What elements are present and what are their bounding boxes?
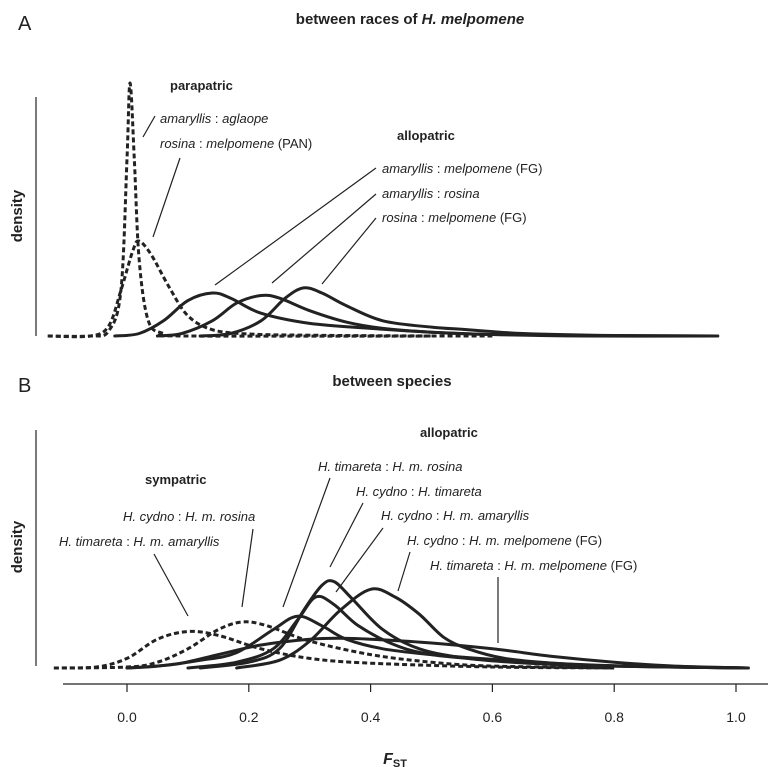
pair-label: rosina : melpomene (FG)	[382, 210, 527, 225]
leader-line	[142, 115, 156, 138]
panel-a-title: between races of H. melpomene	[296, 11, 524, 28]
density-curve-b-1	[53, 629, 615, 670]
pair-label: H. cydno : H. m. amaryllis	[381, 508, 530, 523]
density-curve-a-5	[198, 286, 720, 338]
pair-label: amaryllis : rosina	[382, 186, 480, 201]
density-curve-a-2	[47, 239, 432, 339]
pair-label: H. timareta : H. m. melpomene (FG)	[430, 558, 637, 573]
x-tick-label: 0.0	[117, 709, 137, 725]
x-tick-label: 1.0	[726, 709, 746, 725]
panel-b-letter: B	[18, 375, 31, 397]
panel-a-curves	[47, 81, 720, 339]
panel-a-letter: A	[18, 13, 32, 35]
density-curve-b-6	[235, 587, 750, 670]
panel-a-group-allopatric: allopatric	[397, 128, 455, 143]
x-tick-label: 0.4	[361, 709, 381, 725]
x-tick-label: 0.8	[604, 709, 624, 725]
x-axis: 0.0 0.2 0.4 0.6 0.8 1.0	[63, 683, 768, 725]
leader-line	[321, 217, 377, 285]
x-tick-label: 0.6	[483, 709, 503, 725]
panel-b-group-sympatric: sympatric	[145, 472, 206, 487]
leader-line	[335, 527, 384, 593]
panel-a-title-prefix: between races of	[296, 11, 422, 28]
leader-line	[214, 167, 377, 286]
x-axis-label: FST	[383, 751, 407, 767]
panel-b-group-allopatric: allopatric	[420, 425, 478, 440]
density-curve-a-3	[113, 291, 720, 338]
pair-label: H. timareta : H. m. amaryllis	[59, 534, 220, 549]
pair-label: H. cydno : H. m. melpomene (FG)	[407, 533, 602, 548]
pair-label: amaryllis : aglaope	[160, 111, 268, 126]
pair-label: amaryllis : melpomene (FG)	[382, 161, 542, 176]
leader-line	[397, 551, 411, 592]
panel-b-curves	[53, 579, 750, 670]
panel-b-title-prefix: between species	[332, 373, 451, 390]
panel-a-title-italic: H. melpomene	[422, 11, 525, 28]
leader-line	[152, 157, 181, 238]
leader-line	[282, 477, 331, 608]
x-tick-label: 0.2	[239, 709, 259, 725]
panel-a: A between races of H. melpomene density …	[9, 11, 720, 339]
pair-label: rosina : melpomene (PAN)	[160, 136, 312, 151]
density-curve-b-7	[125, 636, 750, 670]
leader-line	[329, 502, 364, 568]
panel-a-group-parapatric: parapatric	[170, 78, 233, 93]
panel-b-y-label: density	[9, 520, 26, 573]
leader-line	[271, 193, 377, 284]
panel-b: B between species density sympatric H. c…	[9, 373, 750, 670]
leader-line	[241, 528, 254, 608]
pair-label: H. cydno : H. timareta	[356, 484, 482, 499]
panel-b-title: between species	[332, 373, 451, 390]
density-curve-b-2	[53, 620, 615, 670]
pair-label: H. cydno : H. m. rosina	[123, 509, 255, 524]
pair-label: H. timareta : H. m. rosina	[318, 459, 463, 474]
leader-line	[153, 553, 189, 617]
panel-a-y-label: density	[9, 189, 26, 242]
